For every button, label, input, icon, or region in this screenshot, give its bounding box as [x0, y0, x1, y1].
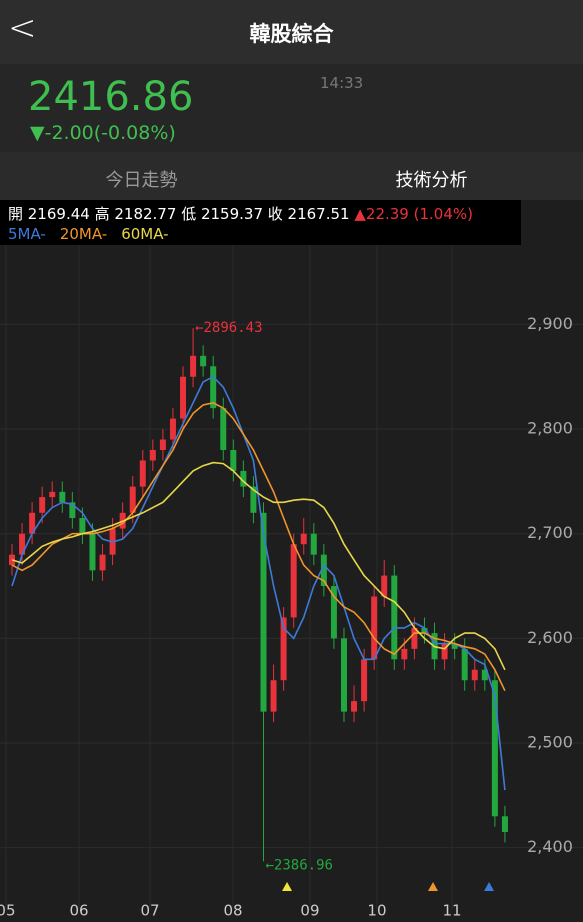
x-tick-label: 11	[442, 902, 461, 920]
candle-body	[280, 617, 287, 681]
tab[interactable]: 今日走勢	[105, 170, 178, 191]
x-tick-label: 06	[69, 902, 88, 920]
ma-line	[11, 402, 506, 692]
candle-body	[320, 554, 327, 587]
tab[interactable]: 技術分析	[395, 170, 468, 191]
candle-body	[19, 533, 26, 555]
candle-body	[491, 680, 498, 817]
change: ▼-2.00(-0.08%)	[30, 122, 176, 144]
candle-body	[99, 554, 106, 571]
x-tick-label: 08	[223, 902, 242, 920]
extreme-label: ←2896.43	[195, 320, 262, 336]
signal-marker	[282, 882, 293, 891]
x-tick-label: 10	[367, 902, 386, 920]
ohlc-row: 開 2169.44 高 2182.77 低 2159.37 收 2167.51 …	[8, 203, 473, 224]
y-tick-label: 2,500	[527, 733, 573, 752]
chart: 2,400 2,500 2,600 2,700 2,800 2,900 05 06 07 08 09…	[0, 245, 583, 920]
candle-body	[371, 596, 378, 660]
candle-body	[381, 575, 388, 597]
candle-body	[351, 701, 358, 712]
candle-body	[29, 512, 36, 534]
candle-body	[260, 512, 267, 712]
legend-entry: 60MA-	[121, 225, 169, 243]
candle-body	[461, 648, 468, 681]
legend-entry: 5MA-	[8, 225, 46, 243]
y-tick-label: 2,900	[527, 314, 573, 333]
candle-body	[501, 816, 508, 832]
candle-body	[340, 638, 347, 712]
candle-body	[129, 486, 136, 513]
ohlc: 開 2169.44	[8, 205, 90, 223]
extreme-label: ←2386.96	[266, 857, 333, 873]
tabs: 今日走勢 技術分析	[0, 152, 583, 200]
candle-body	[190, 355, 197, 377]
y-tick-label: 2,800	[527, 419, 573, 438]
candle-body	[230, 450, 237, 471]
candle-body	[421, 627, 428, 634]
candle-body	[59, 491, 66, 503]
ma-line	[11, 375, 506, 791]
ohlc: 高 2182.77	[94, 205, 177, 223]
ohlc: 低 2159.37	[181, 205, 263, 223]
candle-body	[9, 554, 15, 566]
candle-body	[451, 643, 458, 649]
quote: 2416.86 ▼-2.00(-0.08%) 14:33	[0, 64, 583, 152]
candle-body	[361, 659, 368, 702]
candle-body	[180, 376, 187, 419]
candle-body	[310, 533, 317, 555]
candle-body	[89, 533, 96, 571]
legend-entry: 20MA-	[59, 225, 108, 243]
candle-body	[79, 518, 86, 534]
candle-body	[49, 491, 56, 498]
y-tick-label: 2,600	[527, 628, 573, 647]
time: 14:33	[320, 74, 364, 92]
candle-body	[250, 486, 257, 513]
info-bar: 開 2169.44 高 2182.77 低 2159.37 收 2167.51 …	[0, 200, 521, 245]
candle-body	[159, 439, 166, 450]
candle-body	[290, 544, 297, 618]
candle-body	[149, 450, 156, 461]
legend: 5MA- 20MA- 60MA-	[8, 225, 183, 243]
y-tick-label: 2,400	[527, 837, 573, 856]
candle-body	[210, 366, 217, 409]
back-button[interactable]: <	[8, 8, 37, 48]
candle-body	[330, 586, 337, 639]
candle-body	[300, 533, 307, 545]
candle-body	[220, 408, 227, 450]
candle-body	[441, 643, 448, 660]
candle-body	[391, 575, 398, 660]
signal-marker	[428, 882, 439, 891]
candle-body	[481, 669, 488, 681]
candle-body	[169, 418, 176, 440]
x-tick-label: 09	[300, 902, 319, 920]
signal-marker	[484, 882, 495, 891]
ohlc: 收 2167.51	[267, 205, 350, 223]
candle-body	[69, 502, 76, 519]
title: 韓股綜合	[249, 22, 334, 46]
candle-body	[401, 648, 408, 660]
header: < 韓股綜合	[0, 0, 583, 64]
y-tick-label: 2,700	[527, 523, 573, 542]
candle-body	[471, 669, 478, 681]
candle-body	[270, 680, 277, 712]
candle-body	[200, 355, 207, 367]
candle-body	[411, 627, 418, 649]
ohlc-change: ▲22.39 (1.04%)	[354, 205, 473, 223]
x-tick-label: 05	[0, 902, 16, 920]
candle-body	[139, 460, 146, 487]
candle-body	[39, 497, 46, 513]
price: 2416.86	[28, 74, 194, 120]
ma-line	[11, 461, 506, 671]
candle-body	[240, 470, 247, 487]
x-tick-label: 07	[140, 902, 159, 920]
